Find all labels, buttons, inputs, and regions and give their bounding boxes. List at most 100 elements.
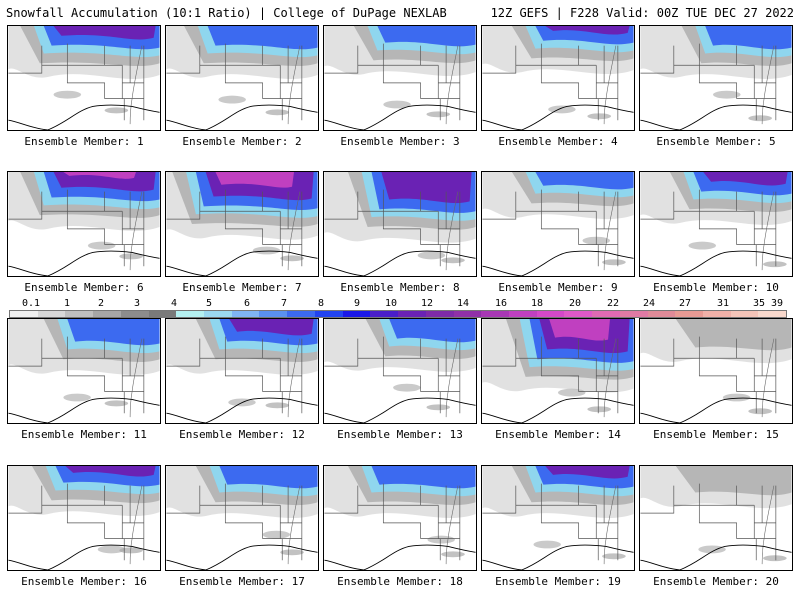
snow-patch [383, 100, 411, 109]
snow-patch [558, 388, 586, 397]
snow-patch [218, 95, 246, 104]
snow-patch [533, 540, 561, 549]
member-map-17 [165, 465, 319, 571]
snow-gray [675, 319, 792, 351]
state-borders [640, 483, 777, 561]
snow-patch [602, 553, 626, 560]
scale-swatch [148, 311, 177, 317]
river [445, 338, 459, 418]
coastline [8, 250, 160, 276]
scale-swatch [65, 311, 94, 317]
snow-patch [104, 400, 129, 407]
coastline [482, 544, 634, 570]
scale-tick-label: 27 [678, 298, 692, 309]
member-map-6 [7, 171, 161, 277]
coastline [324, 104, 476, 130]
scale-swatch [259, 311, 288, 317]
state-borders [640, 43, 777, 121]
coastline [166, 104, 318, 130]
member-label-8: Ensemble Member: 8 [340, 281, 460, 294]
member-label-4: Ensemble Member: 4 [498, 135, 618, 148]
member-label-14: Ensemble Member: 14 [495, 428, 621, 441]
scale-swatch [453, 311, 482, 317]
scale-tick-label: 39 [770, 298, 784, 309]
river [445, 485, 459, 565]
member-map-16 [7, 465, 161, 571]
member-map-4 [481, 25, 635, 131]
snow-purple [703, 172, 788, 186]
scale-tick-label: 24 [642, 298, 656, 309]
member-map-18 [323, 465, 477, 571]
member-label-13: Ensemble Member: 13 [337, 428, 463, 441]
scale-tick-label: 14 [456, 298, 470, 309]
snow-patch [763, 261, 787, 268]
snow-patch [748, 408, 772, 415]
scale-labels: 0.1 1 2 3 4 5 6 7 8 9 10 12 14 16 18 20 22 24 27 31 35 39 [9, 298, 787, 309]
member-label-16: Ensemble Member: 16 [21, 575, 147, 588]
member-map-2 [165, 25, 319, 131]
state-borders [8, 336, 145, 414]
snow-gray [675, 466, 792, 496]
snow-patch [441, 257, 465, 264]
scale-tick-label: 18 [530, 298, 544, 309]
snow-patch [97, 545, 126, 554]
snow-patch [441, 551, 465, 558]
snow-patch [262, 530, 291, 539]
snow-patch [104, 107, 129, 114]
scale-swatch [536, 311, 565, 317]
member-map-10 [639, 171, 793, 277]
coastline [640, 104, 792, 130]
snow-patch [602, 259, 626, 266]
snow-patch [426, 111, 451, 118]
member-map-20 [639, 465, 793, 571]
coastline [166, 544, 318, 570]
state-borders [482, 336, 619, 414]
state-borders [8, 189, 145, 267]
snow-patch [587, 406, 611, 413]
scale-swatch [425, 311, 454, 317]
river [761, 338, 775, 418]
snow-patch [265, 109, 290, 116]
coastline [482, 250, 634, 276]
river [603, 45, 617, 125]
scale-tick-label: 31 [716, 298, 730, 309]
snow-patch [763, 555, 787, 562]
color-scale: 0.1 1 2 3 4 5 6 7 8 9 10 12 14 16 18 20 22 24 27 31 35 39 [9, 298, 787, 320]
coastline [640, 397, 792, 423]
snow-patch [417, 251, 446, 260]
scale-tick-label: 10 [384, 298, 398, 309]
snow-patch [748, 115, 772, 122]
river [761, 485, 775, 565]
state-borders [482, 43, 619, 121]
river [129, 485, 143, 565]
member-map-12 [165, 318, 319, 424]
state-borders [640, 189, 777, 267]
scale-swatch [730, 311, 759, 317]
snow-blue [389, 319, 476, 343]
state-borders [324, 336, 461, 414]
river [129, 338, 143, 418]
scale-swatch [647, 311, 676, 317]
state-borders [166, 43, 303, 121]
scale-tick-label: 12 [420, 298, 434, 309]
snow-patch [698, 545, 726, 554]
coastline [324, 397, 476, 423]
member-label-18: Ensemble Member: 18 [337, 575, 463, 588]
snow-patch [280, 549, 304, 556]
coastline [482, 104, 634, 130]
river [603, 191, 617, 271]
scale-swatch [10, 311, 38, 317]
state-borders [482, 483, 619, 561]
member-label-1: Ensemble Member: 1 [24, 135, 144, 148]
member-map-9 [481, 171, 635, 277]
member-map-15 [639, 318, 793, 424]
snow-purple [53, 26, 156, 40]
scale-tick-label: 22 [606, 298, 620, 309]
scale-swatch [675, 311, 703, 317]
scale-tick-label: 3 [133, 298, 141, 309]
run-valid-time: 12Z GEFS | F228 Valid: 00Z TUE DEC 27 20… [490, 6, 794, 20]
river [445, 45, 459, 125]
river [287, 338, 301, 418]
snow-patch [393, 383, 421, 392]
snow-patch [587, 113, 611, 120]
